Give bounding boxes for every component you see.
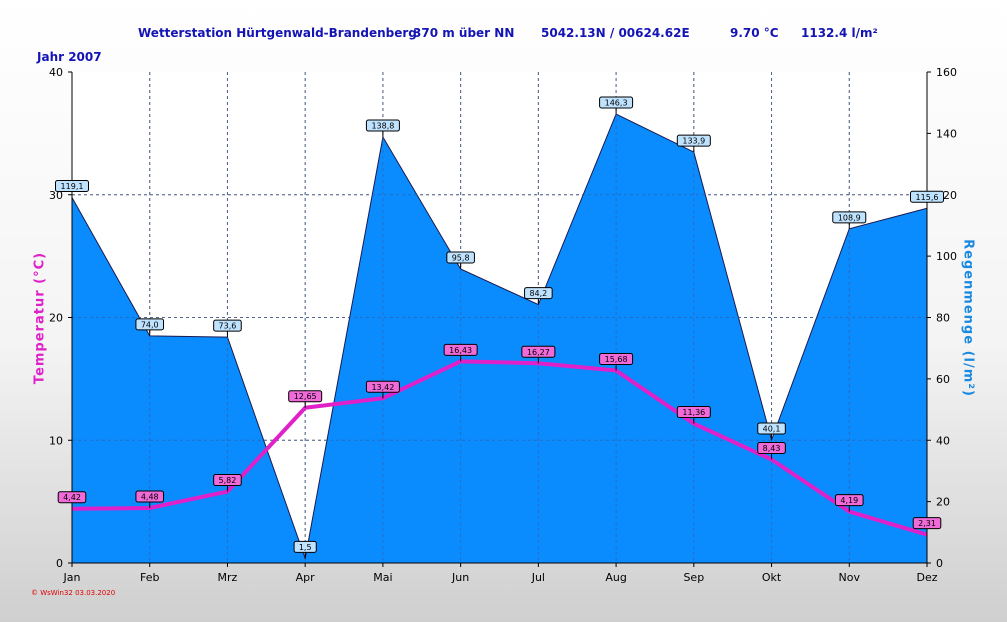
temperature-data-label: 8,43 bbox=[763, 444, 781, 453]
temperature-data-label: 4,19 bbox=[840, 496, 858, 505]
temperature-data-label-box bbox=[57, 491, 87, 504]
temperature-data-label: 16,43 bbox=[449, 346, 472, 355]
chart-header: Wetterstation Hürtgenwald-Brandenberg 37… bbox=[0, 26, 1007, 44]
rainfall-data-label-box bbox=[55, 180, 89, 193]
temperature-data-label-box bbox=[443, 343, 478, 356]
rainfall-data-label: 1,5 bbox=[299, 543, 312, 552]
temperature-data-label-box bbox=[213, 474, 242, 487]
x-tick-label: Jul bbox=[531, 571, 545, 584]
right-tick-label: 100 bbox=[936, 250, 957, 263]
rainfall-data-label: 73,6 bbox=[219, 322, 237, 331]
x-tick-label: Jun bbox=[451, 571, 469, 584]
temperature-data-label-box bbox=[288, 390, 323, 403]
rainfall-data-label: 74,0 bbox=[141, 320, 159, 329]
rainfall-data-label: 119,1 bbox=[61, 182, 84, 191]
temperature-data-label: 5,82 bbox=[219, 476, 237, 485]
rainfall-data-label-box bbox=[599, 96, 634, 109]
x-tick-label: Feb bbox=[140, 571, 159, 584]
rainfall-data-label-box bbox=[293, 540, 317, 553]
x-tick-label: Jan bbox=[63, 571, 81, 584]
x-tick-label: Mrz bbox=[218, 571, 238, 584]
temperature-data-label: 2,31 bbox=[918, 519, 936, 528]
software-footer: © WsWin32 03.03.2020 bbox=[31, 589, 116, 597]
temperature-data-label-box bbox=[135, 490, 165, 503]
x-tick-label: Mai bbox=[373, 571, 392, 584]
rainfall-data-label: 108,9 bbox=[838, 213, 861, 222]
station-altitude: 370 m über NN bbox=[413, 26, 515, 40]
temperature-data-label: 11,36 bbox=[682, 408, 705, 417]
rainfall-data-label-box bbox=[524, 287, 553, 300]
temperature-data-label-box bbox=[521, 345, 556, 358]
temperature-data-label-box bbox=[834, 494, 864, 507]
mean-temperature: 9.70 °C bbox=[730, 26, 779, 40]
total-rainfall: 1132.4 l/m² bbox=[801, 26, 878, 40]
rainfall-data-label-box bbox=[446, 251, 475, 264]
left-tick-label: 10 bbox=[49, 434, 63, 447]
rainfall-data-label: 115,6 bbox=[916, 193, 939, 202]
temperature-data-label-box bbox=[912, 517, 942, 530]
rainfall-data-label-box bbox=[676, 134, 711, 147]
rainfall-data-label: 133,9 bbox=[682, 137, 705, 146]
temperature-data-label-box bbox=[599, 353, 634, 366]
temperature-data-label-box bbox=[757, 442, 786, 455]
rainfall-data-label: 138,8 bbox=[371, 122, 394, 131]
rainfall-data-label-box bbox=[213, 319, 242, 332]
temperature-data-label: 13,42 bbox=[371, 383, 394, 392]
temperature-data-label: 15,68 bbox=[605, 355, 628, 364]
temperature-data-label-box bbox=[365, 380, 400, 393]
rainfall-data-label: 40,1 bbox=[763, 424, 781, 433]
right-tick-label: 80 bbox=[936, 312, 950, 325]
rainfall-data-label-box bbox=[832, 211, 867, 224]
rainfall-data-label: 95,8 bbox=[452, 254, 470, 263]
rainfall-data-label: 84,2 bbox=[529, 289, 547, 298]
left-tick-label: 20 bbox=[49, 312, 63, 325]
station-coordinates: 5042.13N / 00624.62E bbox=[541, 26, 690, 40]
rainfall-data-label-box bbox=[757, 422, 786, 435]
right-tick-label: 160 bbox=[936, 66, 957, 79]
x-tick-label: Nov bbox=[839, 571, 861, 584]
right-tick-label: 40 bbox=[936, 434, 950, 447]
x-tick-label: Apr bbox=[296, 571, 316, 584]
temperature-data-label: 4,48 bbox=[141, 493, 159, 502]
station-name: Wetterstation Hürtgenwald-Brandenberg bbox=[138, 26, 417, 40]
left-tick-label: 0 bbox=[56, 557, 63, 570]
rainfall-data-label-box bbox=[365, 119, 400, 132]
temperature-line bbox=[71, 359, 928, 537]
x-tick-label: Okt bbox=[762, 571, 782, 584]
rainfall-data-label-box bbox=[910, 190, 944, 203]
temperature-data-label: 4,42 bbox=[63, 493, 81, 502]
right-tick-label: 0 bbox=[936, 557, 943, 570]
left-tick-label: 40 bbox=[49, 66, 63, 79]
temperature-data-label: 16,27 bbox=[527, 348, 550, 357]
right-tick-label: 60 bbox=[936, 373, 950, 386]
temperature-data-label: 12,65 bbox=[294, 392, 317, 401]
right-tick-label: 140 bbox=[936, 127, 957, 140]
rainfall-data-label: 146,3 bbox=[605, 99, 628, 108]
x-tick-label: Dez bbox=[916, 571, 937, 584]
x-tick-label: Aug bbox=[605, 571, 626, 584]
right-tick-label: 20 bbox=[936, 496, 950, 509]
rainfall-data-label-box bbox=[135, 318, 165, 331]
x-tick-label: Sep bbox=[683, 571, 704, 584]
year-label: Jahr 2007 bbox=[37, 50, 102, 64]
temperature-data-label-box bbox=[676, 406, 711, 419]
